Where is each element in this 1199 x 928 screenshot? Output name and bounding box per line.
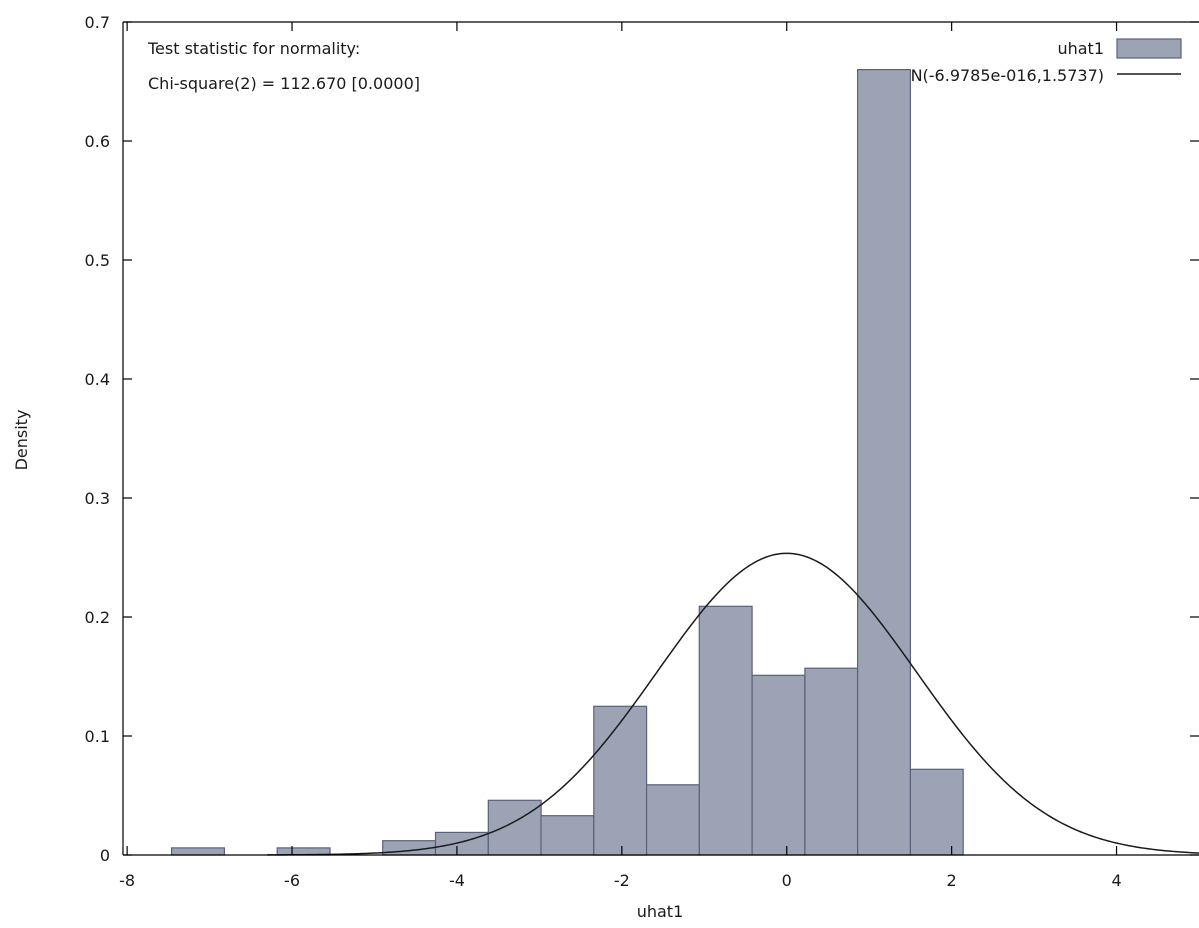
y-tick-label: 0.2 [85,608,110,627]
y-tick-label: 0.7 [85,13,110,32]
histogram-bar [593,705,648,856]
x-tick-label: -4 [449,871,465,890]
y-tick-label: 0.6 [85,132,110,151]
y-tick-label: 0.4 [85,370,110,389]
x-tick-label: -2 [614,871,630,890]
y-tick-label: 0.3 [85,489,110,508]
x-tick-label: -8 [119,871,135,890]
x-tick-label: 2 [947,871,957,890]
plot-axes [122,21,1199,856]
histogram-bar [645,784,700,856]
legend-swatch-uhat1 [1116,38,1182,59]
histogram-bar [698,605,753,856]
y-tick-label: 0.1 [85,727,110,746]
x-tick-label: 4 [1111,871,1121,890]
x-tick-label: 0 [782,871,792,890]
histogram-bar [856,68,911,856]
normality-test-label: Test statistic for normality: [147,39,360,58]
histogram-bar [171,847,226,856]
y-tick-label: 0 [100,846,110,865]
histogram-bar [540,815,595,856]
x-axis-label: uhat1 [637,902,684,921]
y-axis-label: Density [12,410,31,471]
axis-tick-labels: -8 -6 -4 -2 0 2 4 0 0.1 0.2 0.3 0.4 0.5 0.6 0.7 [85,13,1122,890]
legend-label-uhat1: uhat1 [1057,39,1104,58]
histogram-bar [751,674,806,856]
histogram-bars [171,68,964,856]
legend-label-normal: N(-6.9785e-016,1.5737) [911,66,1104,85]
legend: uhat1 N(-6.9785e-016,1.5737) [911,38,1182,85]
histogram-bar [804,667,859,856]
normal-density-curve [267,552,1199,856]
histogram-bar [487,799,542,856]
chi-square-value: Chi-square(2) = 112.670 [0.0000] [148,74,420,93]
histogram-bar [909,768,964,856]
x-tick-label: -6 [284,871,300,890]
y-tick-label: 0.5 [85,251,110,270]
axis-ticks [123,21,1199,856]
